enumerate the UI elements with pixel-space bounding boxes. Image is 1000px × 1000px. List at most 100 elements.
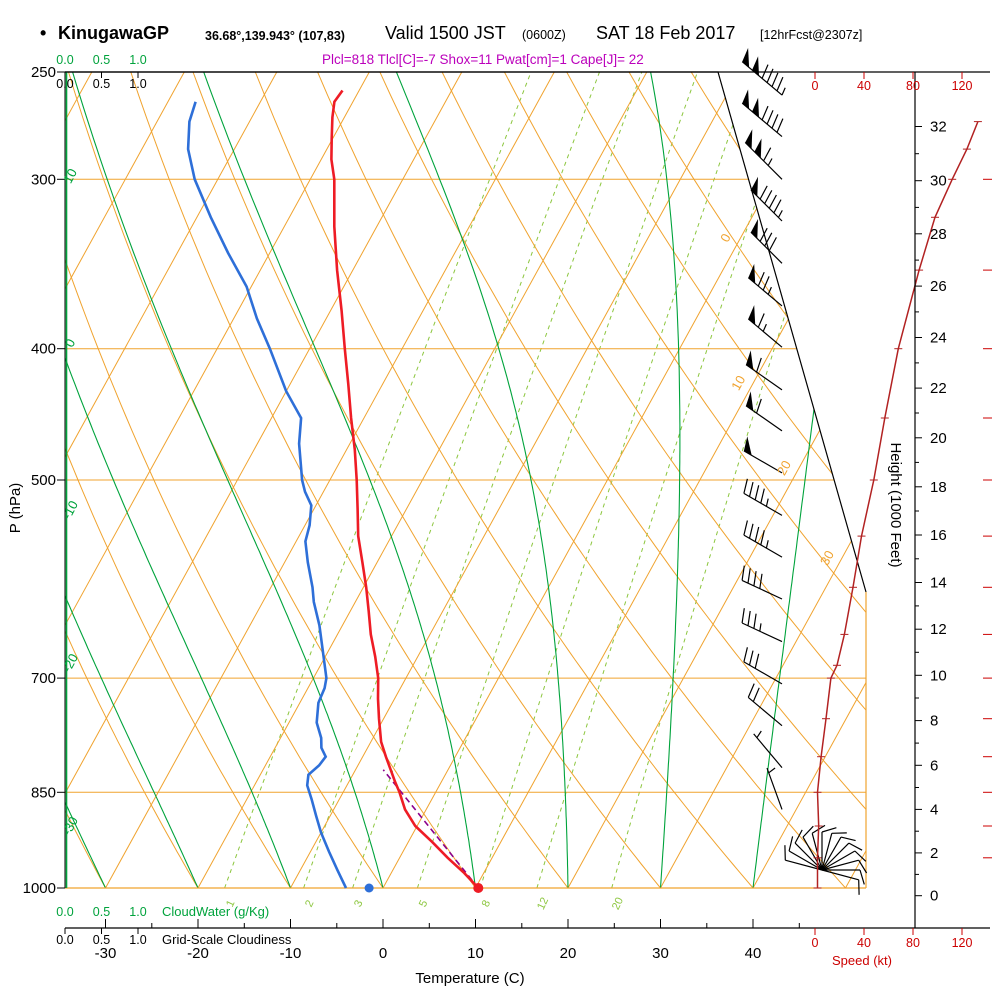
forecast-tag: [12hrFcst@2307z] — [760, 28, 863, 42]
adiabat-label: -20 — [59, 651, 81, 675]
height-tick-label: 4 — [930, 801, 938, 818]
wind-barb-flag — [746, 350, 754, 370]
station-coords: 36.68°,139.943° (107,83) — [205, 29, 345, 43]
height-tick-label: 30 — [930, 173, 947, 190]
mixing-ratio-line — [479, 72, 752, 888]
pressure-tick-label: 250 — [31, 64, 56, 81]
dry-adiabat — [65, 72, 291, 888]
wind-barb — [821, 850, 867, 871]
wind-barb-flag — [748, 263, 756, 284]
dry-adiabat — [566, 72, 866, 888]
wind-barb — [821, 869, 860, 895]
isotherm — [65, 72, 185, 888]
wind-barb — [743, 478, 783, 516]
height-tick-label: 8 — [930, 713, 938, 730]
adiabat-label: -10 — [59, 498, 81, 522]
temperature-tick-label: -20 — [187, 945, 209, 962]
surface-temp-dot — [473, 883, 484, 893]
dewpoint-curve — [186, 101, 348, 889]
isotherm-label: 0 — [717, 231, 734, 245]
wind-barb — [745, 398, 783, 432]
wind-barb-flag — [750, 219, 758, 239]
speed-scale-bottom: 40 — [857, 936, 871, 950]
wind-barb — [750, 185, 783, 222]
station-bullet: • — [40, 23, 47, 43]
valid-time: Valid 1500 JST — [385, 23, 506, 43]
wind-barb — [741, 608, 783, 643]
speed-scale-top: 120 — [952, 79, 973, 93]
pressure-tick-label: 850 — [31, 784, 56, 801]
speed-axis-title: Speed (kt) — [832, 953, 892, 968]
dry-adiabat — [65, 72, 384, 888]
cloudwater-scale-top: 0.0 — [56, 53, 73, 67]
cloudwater-scale-bottom: 0.5 — [93, 905, 110, 919]
temperature-tick-label: -30 — [95, 945, 117, 962]
moist-adiabat — [203, 72, 477, 888]
isotherm — [845, 72, 866, 888]
mixing-ratio-label: 8 — [480, 898, 493, 909]
wind-barb — [822, 869, 865, 885]
wind-barb — [747, 683, 783, 727]
wind-barb-flag — [745, 129, 753, 149]
dry-adiabat — [254, 72, 754, 888]
temperature-tick-label: 20 — [560, 945, 577, 962]
height-tick-label: 20 — [930, 430, 947, 447]
isotherm-label: 20 — [774, 458, 794, 478]
moist-adiabat — [65, 72, 292, 888]
speed-scale-bottom: 0 — [812, 936, 819, 950]
adiabat-label: -30 — [59, 814, 81, 838]
pressure-axis-title: P (hPa) — [7, 483, 24, 534]
plot-top-border — [65, 71, 867, 593]
wind-barb — [741, 565, 783, 600]
dry-adiabat — [815, 72, 866, 888]
valid-date: SAT 18 Feb 2017 — [596, 23, 736, 43]
dry-adiabat — [441, 72, 866, 888]
wind-barb — [821, 836, 856, 871]
height-tick-label: 32 — [930, 119, 947, 136]
cloudiness-scale-bottom: 0.0 — [56, 933, 73, 947]
dry-adiabat — [317, 72, 846, 888]
height-axis-title: Height (1000 Feet) — [887, 442, 904, 567]
dry-adiabat — [130, 72, 569, 888]
speed-profile-panel — [813, 121, 992, 889]
isotherm-label: 10 — [728, 373, 748, 393]
speed-scale-top: 80 — [906, 79, 920, 93]
dry-adiabat — [503, 72, 866, 888]
cloudwater-scale-top: 0.5 — [93, 53, 110, 67]
pressure-tick-label: 500 — [31, 472, 56, 489]
cloudwater-scale-bottom: 0.0 — [56, 905, 73, 919]
temperature-tick-label: 40 — [745, 945, 762, 962]
dry-adiabat — [68, 72, 476, 888]
mixing-ratio-line — [224, 72, 532, 888]
moist-adiabat — [650, 72, 681, 888]
wind-barb — [788, 836, 823, 871]
speed-scale-top: 40 — [857, 79, 871, 93]
height-tick-label: 24 — [930, 330, 947, 347]
wind-barb — [821, 827, 837, 870]
temperature-tick-label: 0 — [379, 945, 387, 962]
wind-barb — [743, 520, 783, 558]
wind-barb-column — [741, 47, 868, 895]
wind-barb-flag — [754, 138, 762, 159]
mixing-ratio-label: 5 — [417, 898, 430, 909]
isotherm — [65, 72, 278, 888]
height-tick-label: 10 — [930, 667, 947, 684]
cloudiness-scale-top: 0.0 — [56, 77, 73, 91]
dry-adiabat — [628, 72, 866, 888]
wind-barb-flag — [748, 305, 756, 325]
mixing-ratio-label: 20 — [610, 896, 626, 912]
wind-barb — [741, 102, 784, 138]
height-tick-label: 16 — [930, 527, 947, 544]
adiabat-label: 0 — [62, 336, 79, 349]
wind-barb — [766, 767, 783, 810]
axes — [57, 71, 990, 935]
wind-barb — [744, 142, 783, 180]
moist-adiabat — [65, 72, 199, 888]
valid-zulu: (0600Z) — [522, 28, 566, 42]
dry-adiabat — [192, 72, 661, 888]
temperature-tick-label: -10 — [280, 945, 302, 962]
wind-barb — [753, 730, 783, 768]
sounding-indices: Plcl=818 Tlcl[C]=-7 Shox=11 Pwat[cm]=1 C… — [322, 52, 644, 67]
moist-adiabat — [395, 72, 569, 888]
wind-barb-flag — [752, 97, 759, 118]
